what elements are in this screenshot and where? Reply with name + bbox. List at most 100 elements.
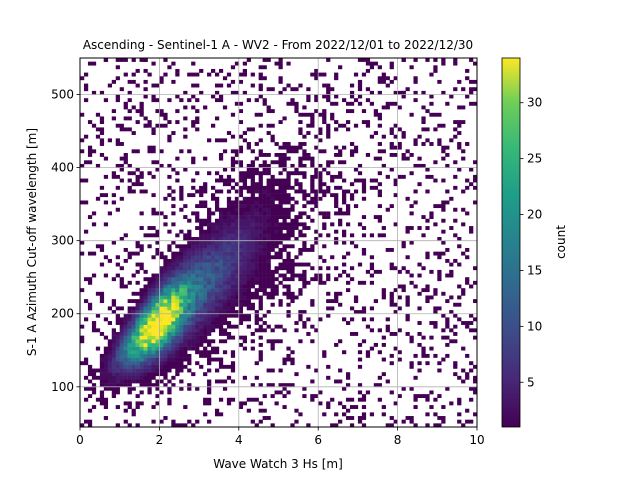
heatmap-cell <box>191 277 196 282</box>
heatmap-cell <box>290 357 295 362</box>
heatmap-cell <box>373 215 378 219</box>
heatmap-cell <box>171 313 176 318</box>
heatmap-cell <box>353 123 359 128</box>
heatmap-cell <box>214 277 220 282</box>
heatmap-cell <box>274 189 279 194</box>
heatmap-cell <box>413 142 418 146</box>
heatmap-cell <box>95 127 101 132</box>
heatmap-cell <box>163 302 168 307</box>
heatmap-cell <box>302 156 307 161</box>
heatmap-cell <box>99 295 105 300</box>
heatmap-cell <box>143 332 148 336</box>
heatmap-cell <box>103 357 109 362</box>
heatmap-cell <box>266 131 271 135</box>
heatmap-cell <box>338 207 343 212</box>
heatmap-cell <box>294 145 299 150</box>
heatmap-cell <box>318 233 323 238</box>
heatmap-cell <box>417 332 422 336</box>
heatmap-cell <box>322 149 327 154</box>
heatmap-cell <box>266 178 271 183</box>
heatmap-cell <box>246 266 251 271</box>
heatmap-cell <box>155 280 160 285</box>
heatmap-cell <box>246 233 251 238</box>
heatmap-cell <box>171 284 176 289</box>
heatmap-cell <box>258 112 263 117</box>
heatmap-cell <box>338 379 343 384</box>
heatmap-cell <box>115 185 120 190</box>
heatmap-cell <box>203 258 208 263</box>
heatmap-cell <box>258 317 263 322</box>
heatmap-cell <box>175 258 180 263</box>
heatmap-cell <box>238 215 244 219</box>
heatmap-cell <box>286 295 291 300</box>
heatmap-cell <box>357 262 363 267</box>
heatmap-cell <box>195 72 200 77</box>
heatmap-cell <box>183 204 188 209</box>
heatmap-cell <box>135 240 140 245</box>
heatmap-cell <box>214 266 220 271</box>
heatmap-cell <box>179 98 184 103</box>
heatmap-cell <box>258 328 263 333</box>
heatmap-cell <box>91 222 97 227</box>
heatmap-cell <box>99 142 105 146</box>
heatmap-cell <box>226 131 232 135</box>
heatmap-cell <box>457 167 462 172</box>
heatmap-cell <box>250 233 255 238</box>
heatmap-cell <box>230 251 236 256</box>
heatmap-cell <box>214 368 220 373</box>
heatmap-cell <box>437 142 442 146</box>
heatmap-cell <box>286 145 291 150</box>
heatmap-cell <box>179 273 184 278</box>
heatmap-cell <box>151 280 156 285</box>
heatmap-cell <box>207 284 212 289</box>
heatmap-cell <box>195 306 200 311</box>
heatmap-cell <box>179 149 184 154</box>
heatmap-cell <box>139 368 144 373</box>
heatmap-cell <box>270 189 275 194</box>
heatmap-cell <box>175 178 180 183</box>
heatmap-cell <box>195 335 200 340</box>
heatmap-cell <box>302 174 307 179</box>
heatmap-cell <box>218 83 224 88</box>
heatmap-cell <box>302 171 307 176</box>
heatmap-cell <box>143 189 148 194</box>
heatmap-cell <box>274 229 279 234</box>
heatmap-cell <box>238 273 244 278</box>
heatmap-cell <box>330 178 335 183</box>
heatmap-cell <box>95 368 101 373</box>
heatmap-cell <box>207 277 212 282</box>
heatmap-cell <box>441 145 446 150</box>
heatmap-cell <box>163 266 168 271</box>
heatmap-cell <box>119 142 124 146</box>
heatmap-cell <box>286 207 291 212</box>
heatmap-cell <box>199 251 204 256</box>
heatmap-cell <box>183 310 188 314</box>
heatmap-cell <box>445 299 450 304</box>
heatmap-cell <box>207 368 212 373</box>
heatmap-cell <box>433 112 438 117</box>
heatmap-cell <box>183 332 188 336</box>
heatmap-cell <box>131 131 136 135</box>
heatmap-cell <box>377 218 382 223</box>
heatmap-cell <box>357 58 363 62</box>
heatmap-cell <box>207 226 212 230</box>
heatmap-cell <box>334 193 339 198</box>
heatmap-cell <box>199 266 204 271</box>
heatmap-cell <box>334 185 339 190</box>
heatmap-cell <box>127 368 132 373</box>
heatmap-cell <box>151 83 156 88</box>
heatmap-cell <box>191 284 196 289</box>
heatmap-cell <box>262 207 267 212</box>
heatmap-cell <box>131 273 136 278</box>
heatmap-cell <box>218 269 224 274</box>
heatmap-cell <box>334 72 339 77</box>
heatmap-cell <box>254 189 259 194</box>
heatmap-cell <box>401 134 406 139</box>
heatmap-cell <box>214 317 220 322</box>
heatmap-cell <box>222 178 228 183</box>
heatmap-cell <box>226 306 232 311</box>
heatmap-cell <box>115 306 120 311</box>
heatmap-cell <box>187 335 192 340</box>
heatmap-cell <box>290 258 295 263</box>
heatmap-cell <box>298 112 303 117</box>
